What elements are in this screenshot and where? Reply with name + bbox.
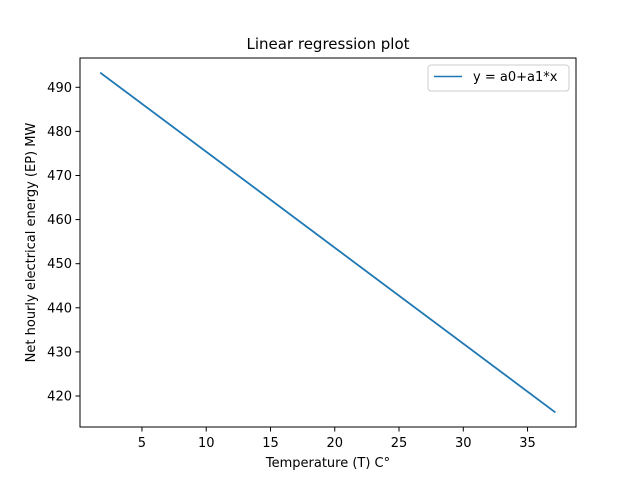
y-tick-label: 450 xyxy=(47,257,72,272)
legend-label: y = a0+a1*x xyxy=(473,70,558,85)
x-tick-label: 15 xyxy=(262,436,279,451)
regression-line xyxy=(99,71,556,414)
plot-area: 5 10 15 20 25 30 35 420 430 440 450 460 470 480 490 xyxy=(47,57,577,451)
x-tick-label: 20 xyxy=(326,436,343,451)
chart-title: Linear regression plot xyxy=(246,35,409,53)
y-axis-label: Net hourly electrical energy (EP) MW xyxy=(24,123,39,363)
x-tick-label: 25 xyxy=(391,436,408,451)
y-tick-label: 440 xyxy=(47,301,72,316)
x-tick-label: 5 xyxy=(138,436,146,451)
y-tick-label: 490 xyxy=(47,81,72,96)
y-tick-label: 460 xyxy=(47,213,72,228)
y-tick-label: 430 xyxy=(47,345,72,360)
y-tick-label: 480 xyxy=(47,125,72,140)
axes-frame xyxy=(79,57,577,428)
x-tick-label: 10 xyxy=(198,436,215,451)
y-tick-label: 420 xyxy=(47,389,72,404)
x-tick-label: 35 xyxy=(519,436,536,451)
x-axis-ticks: 5 10 15 20 25 30 35 xyxy=(138,427,536,451)
legend-box xyxy=(427,64,570,92)
legend: y = a0+a1*x xyxy=(427,64,570,92)
y-tick-label: 470 xyxy=(47,169,72,184)
x-axis-label: Temperature (T) C° xyxy=(265,456,390,471)
x-tick-label: 30 xyxy=(455,436,472,451)
series-layer xyxy=(99,71,556,414)
y-axis-ticks: 420 430 440 450 460 470 480 490 xyxy=(47,81,80,404)
